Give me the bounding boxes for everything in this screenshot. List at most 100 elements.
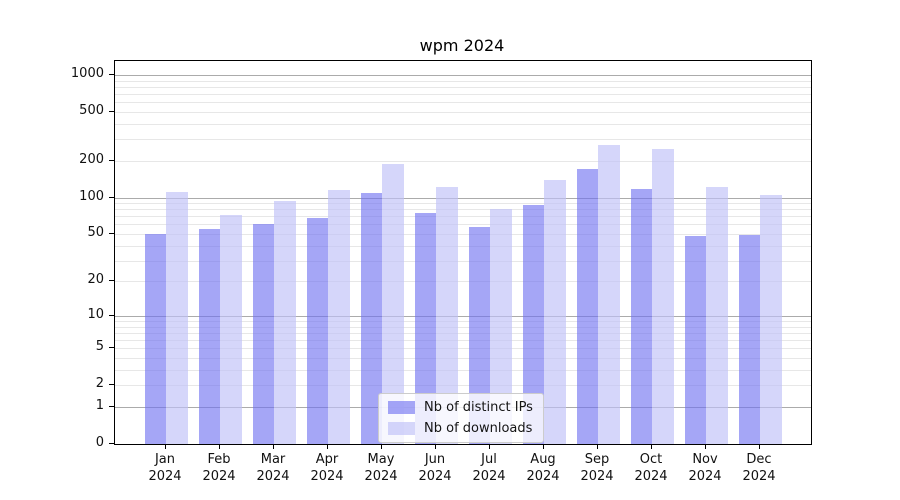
xtick-aug: [543, 444, 544, 449]
bar-distinct-ips-feb: [198, 229, 220, 444]
gridline-major-10: [115, 315, 811, 317]
bar-downloads-apr: [328, 189, 350, 444]
bar-downloads-mar: [274, 200, 296, 444]
ytick-label-2: 2: [95, 376, 104, 392]
xtick-mar: [273, 444, 274, 449]
legend-swatch-distinct-ips: [388, 401, 415, 414]
plot-area: Nb of distinct IPs Nb of downloads: [114, 60, 812, 445]
ytick-0: [109, 443, 114, 444]
bar-distinct-ips-jul: [468, 227, 490, 444]
ytick-label-5: 5: [95, 339, 104, 355]
gridline-minor-3: [115, 370, 811, 371]
ytick-label-200: 200: [79, 151, 104, 167]
bar-downloads-jun: [436, 186, 458, 444]
xtick-sep: [597, 444, 598, 449]
ytick-20: [109, 280, 114, 282]
bar-downloads-jul: [490, 209, 512, 444]
gridline-minor-800: [115, 86, 811, 88]
legend-label-downloads: Nb of downloads: [424, 421, 533, 436]
gridline-minor-400: [115, 123, 811, 125]
legend-item-distinct-ips: Nb of distinct IPs: [388, 400, 533, 415]
gridline-minor-9: [115, 321, 811, 322]
bar-downloads-dec: [760, 194, 782, 444]
xtick-oct: [651, 444, 652, 449]
chart-title: wpm 2024: [419, 36, 505, 55]
ytick-500: [109, 111, 114, 112]
ytick-label-1000: 1000: [70, 66, 104, 81]
xtick-label-apr: Apr 2024: [310, 452, 344, 484]
gridline-minor-700: [115, 94, 811, 95]
ytick-2: [109, 384, 114, 386]
bar-distinct-ips-oct: [630, 188, 652, 444]
bar-downloads-aug: [544, 179, 566, 444]
gridline-minor-900: [115, 80, 811, 82]
gridline-minor-8: [115, 326, 811, 328]
gridline-minor-30: [115, 260, 811, 262]
gridline-minor-20: [115, 281, 811, 283]
xtick-label-dec: Dec 2024: [742, 452, 776, 484]
ytick-50: [109, 233, 114, 234]
bar-distinct-ips-apr: [306, 217, 328, 444]
legend-item-downloads: Nb of downloads: [388, 421, 533, 436]
xtick-dec: [759, 444, 760, 449]
xtick-label-jun: Jun 2024: [418, 452, 452, 484]
gridline-minor-4: [115, 358, 811, 359]
ytick-label-20: 20: [87, 272, 104, 288]
gridline-minor-50: [115, 234, 811, 235]
ytick-label-10: 10: [87, 306, 104, 322]
chart-legend: Nb of distinct IPs Nb of downloads: [378, 393, 544, 443]
xtick-label-jul: Jul 2024: [472, 452, 506, 484]
bar-distinct-ips-dec: [738, 235, 760, 444]
gridline-minor-80: [115, 209, 811, 211]
gridline-minor-5: [115, 348, 811, 350]
xtick-jan: [165, 444, 166, 449]
gridline-major-100: [115, 197, 811, 199]
xtick-label-oct: Oct 2024: [634, 452, 668, 484]
bar-distinct-ips-sep: [576, 169, 598, 444]
gridline-minor-500: [115, 112, 811, 113]
bar-downloads-feb: [220, 214, 242, 444]
xtick-label-sep: Sep 2024: [580, 452, 614, 484]
bar-distinct-ips-jun: [414, 212, 436, 444]
xtick-feb: [219, 444, 220, 449]
gridline-minor-7: [115, 332, 811, 334]
gridline-minor-70: [115, 216, 811, 218]
xtick-apr: [327, 444, 328, 449]
bar-distinct-ips-mar: [252, 224, 274, 444]
xtick-label-nov: Nov 2024: [688, 452, 722, 484]
bar-downloads-nov: [706, 187, 728, 444]
legend-swatch-downloads: [388, 422, 415, 435]
gridline-minor-90: [115, 203, 811, 205]
legend-label-distinct-ips: Nb of distinct IPs: [424, 400, 533, 415]
bar-downloads-jan: [166, 191, 188, 444]
bar-downloads-may: [382, 164, 404, 444]
gridline-minor-200: [115, 160, 811, 162]
ytick-5: [109, 347, 114, 349]
ytick-100: [109, 196, 114, 198]
bar-distinct-ips-aug: [522, 204, 544, 444]
gridline-minor-2: [115, 385, 811, 387]
xtick-label-aug: Aug 2024: [526, 452, 560, 484]
xtick-label-mar: Mar 2024: [256, 452, 290, 484]
bar-downloads-sep: [598, 144, 620, 444]
xtick-jul: [489, 444, 490, 449]
ytick-label-50: 50: [87, 225, 104, 240]
xtick-jun: [435, 444, 436, 449]
ytick-200: [109, 159, 114, 161]
ytick-1: [109, 406, 114, 407]
ytick-10: [109, 314, 114, 316]
xtick-nov: [705, 444, 706, 449]
ytick-label-100: 100: [79, 188, 104, 204]
xtick-may: [381, 444, 382, 449]
ytick-label-1: 1: [95, 398, 104, 413]
xtick-label-may: May 2024: [364, 452, 398, 484]
gridline-minor-40: [115, 245, 811, 247]
bar-distinct-ips-nov: [684, 236, 706, 444]
gridline-minor-300: [115, 139, 811, 141]
gridline-major-1000: [115, 75, 811, 76]
gridline-minor-6: [115, 340, 811, 342]
bar-downloads-oct: [652, 148, 674, 444]
bar-distinct-ips-jan: [144, 234, 166, 444]
bar-distinct-ips-may: [360, 192, 382, 444]
